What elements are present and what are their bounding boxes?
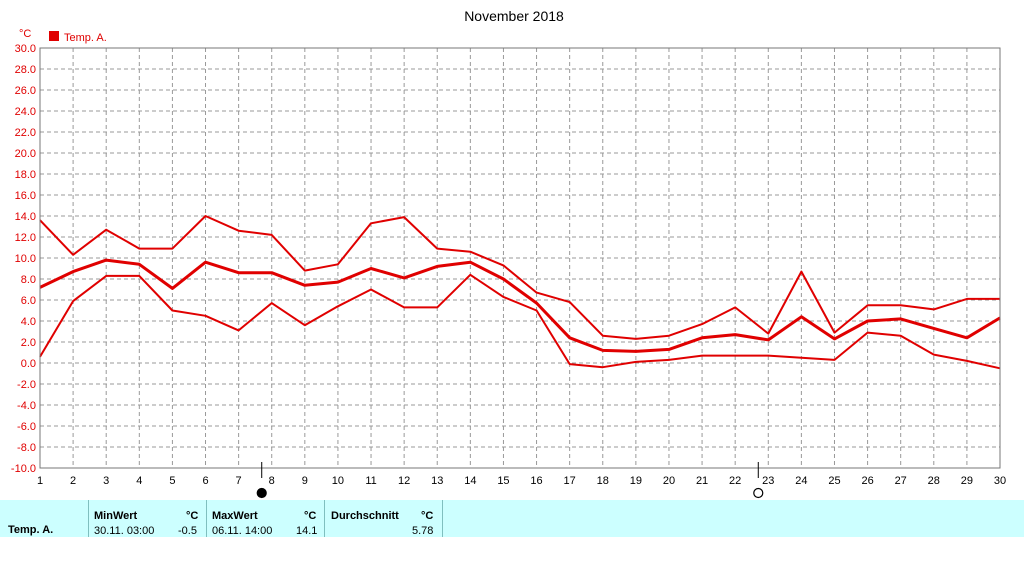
x-tick-label: 26 — [861, 475, 873, 487]
x-tick-label: 22 — [729, 475, 741, 487]
divider — [88, 500, 89, 537]
x-tick-label: 4 — [136, 475, 142, 487]
x-tick-label: 28 — [928, 475, 940, 487]
x-tick-label: 25 — [828, 475, 840, 487]
y-tick-label: -4.0 — [17, 400, 36, 412]
statistics-panel: Temp. A. MinWert °C 30.11. 03:00 -0.5 Ma… — [0, 500, 1024, 537]
x-tick-label: 20 — [663, 475, 675, 487]
y-tick-label: -10.0 — [11, 463, 36, 475]
max-unit: °C — [304, 510, 317, 522]
y-tick-label: 2.0 — [21, 337, 36, 349]
x-tick-label: 3 — [103, 475, 109, 487]
divider — [206, 500, 207, 537]
x-tick-label: 24 — [795, 475, 807, 487]
x-tick-label: 29 — [961, 475, 973, 487]
x-tick-label: 6 — [202, 475, 208, 487]
x-tick-label: 9 — [302, 475, 308, 487]
min-header: MinWert — [94, 510, 138, 522]
y-tick-label: 8.0 — [21, 274, 36, 286]
min-when: 30.11. 03:00 — [94, 525, 155, 537]
y-tick-label: 22.0 — [15, 127, 36, 139]
x-tick-label: 16 — [530, 475, 542, 487]
y-tick-labels: 30.0 28.0 26.0 24.0 22.0 20.0 18.0 16.0 14.0 12.0… — [11, 43, 36, 475]
y-tick-label: 28.0 — [15, 64, 36, 76]
min-unit: °C — [186, 510, 199, 522]
divider — [442, 500, 443, 537]
x-tick-label: 19 — [630, 475, 642, 487]
max-header: MaxWert — [212, 510, 258, 522]
x-tick-label: 17 — [564, 475, 576, 487]
y-tick-label: -6.0 — [17, 421, 36, 433]
divider — [324, 500, 325, 537]
chart-title: November 2018 — [464, 8, 564, 24]
x-tick-label: 18 — [597, 475, 609, 487]
y-tick-label: 30.0 — [15, 43, 36, 55]
grid-lines — [40, 48, 1000, 468]
y-tick-label: 10.0 — [15, 253, 36, 265]
plot-frame — [39, 47, 1001, 469]
series-lines — [39, 215, 1001, 370]
y-tick-label: 24.0 — [15, 106, 36, 118]
x-tick-label: 30 — [994, 475, 1006, 487]
y-tick-label: -2.0 — [17, 379, 36, 391]
x-tick-label: 11 — [365, 475, 376, 487]
new-moon-icon — [256, 487, 267, 499]
y-unit-label: °C — [19, 28, 31, 40]
y-tick-label: 0.0 — [21, 358, 36, 370]
min-value: -0.5 — [178, 525, 197, 537]
stats-row-label: Temp. A. — [8, 524, 54, 536]
y-tick-label: 14.0 — [15, 211, 36, 223]
x-tick-label: 27 — [895, 475, 907, 487]
series-line-min — [39, 273, 1001, 370]
avg-unit: °C — [421, 510, 434, 522]
x-tick-label: 10 — [332, 475, 344, 487]
x-tick-label: 5 — [169, 475, 175, 487]
moon-markers — [256, 462, 764, 499]
x-tick-label: 1 — [37, 475, 43, 487]
y-tick-label: 12.0 — [15, 232, 36, 244]
legend-label: Temp. A. — [64, 32, 107, 44]
y-tick-label: 16.0 — [15, 190, 36, 202]
series-line-mean — [39, 258, 1001, 353]
series-line-max — [39, 215, 1000, 340]
x-tick-label: 7 — [236, 475, 242, 487]
x-tick-label: 12 — [398, 475, 410, 487]
max-when: 06.11. 14:00 — [212, 525, 273, 537]
y-tick-label: 6.0 — [21, 295, 36, 307]
x-tick-label: 14 — [464, 475, 476, 487]
y-tick-label: 20.0 — [15, 148, 36, 160]
x-tick-label: 2 — [70, 475, 76, 487]
legend-swatch — [49, 31, 59, 41]
y-tick-label: -8.0 — [17, 442, 36, 454]
x-tick-label: 21 — [696, 475, 708, 487]
avg-value: 5.78 — [412, 525, 434, 537]
x-tick-label: 13 — [431, 475, 443, 487]
full-moon-icon — [753, 487, 764, 499]
y-tick-label: 4.0 — [21, 316, 36, 328]
avg-header: Durchschnitt — [331, 510, 399, 522]
x-tick-label: 23 — [762, 475, 774, 487]
y-tick-label: 18.0 — [15, 169, 36, 181]
temperature-chart: November 2018 °C Temp. A. 30.028.026.024… — [11, 8, 1006, 499]
max-value: 14.1 — [296, 525, 318, 537]
x-tick-labels: 1 2 3 4 5 6 7 8 9 10 11 12 13 14 15 16 17 18 19 20 21 22 23 24 2… — [37, 475, 1006, 487]
x-tick-label: 8 — [269, 475, 275, 487]
x-tick-label: 15 — [497, 475, 509, 487]
y-tick-label: 26.0 — [15, 85, 36, 97]
